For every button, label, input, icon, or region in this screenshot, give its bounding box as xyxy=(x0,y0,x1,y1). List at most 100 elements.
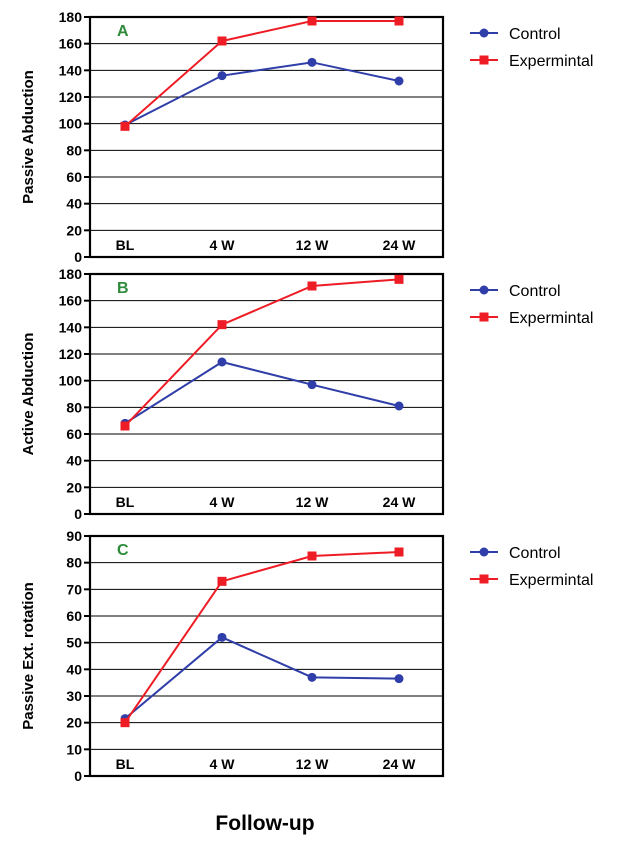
y-tick-label: 120 xyxy=(59,346,83,362)
legend-entry: Expermintal xyxy=(470,53,593,70)
series-line xyxy=(124,360,400,425)
series-line xyxy=(124,636,400,720)
legend-marker xyxy=(479,55,489,65)
legend-entry: Control xyxy=(470,545,561,562)
y-tick-label: 160 xyxy=(59,36,83,52)
y-tick-label: 40 xyxy=(66,453,82,469)
y-tick-label: 20 xyxy=(66,715,82,731)
data-point xyxy=(217,71,227,81)
legend-entry: Expermintal xyxy=(470,310,593,327)
y-tick-label: 0 xyxy=(74,506,82,522)
x-tick-label: 12 W xyxy=(296,756,329,772)
y-tick-label: 20 xyxy=(66,479,82,495)
x-tick-label: 12 W xyxy=(296,237,329,253)
x-tick-label: BL xyxy=(116,756,135,772)
data-point xyxy=(307,57,317,67)
data-point xyxy=(307,281,317,291)
legend-marker xyxy=(479,312,489,322)
legend-marker xyxy=(479,285,489,295)
x-tick-label: 12 W xyxy=(296,494,329,510)
y-tick-label: 140 xyxy=(59,62,83,78)
legend-label: Expermintal xyxy=(509,53,593,70)
y-tick-label: 180 xyxy=(59,266,83,282)
data-point xyxy=(217,576,227,586)
x-tick-label: 24 W xyxy=(383,494,416,510)
y-tick-label: 140 xyxy=(59,319,83,335)
data-point xyxy=(217,36,227,46)
legend-label: Expermintal xyxy=(509,310,593,327)
x-tick-label: 4 W xyxy=(210,237,236,253)
plot-frame xyxy=(88,15,445,259)
legend-label: Control xyxy=(509,545,561,562)
y-tick-label: 80 xyxy=(66,142,82,158)
panel-letter: A xyxy=(117,23,129,40)
y-tick-label: 80 xyxy=(66,555,82,571)
y-tick-label: 50 xyxy=(66,635,82,651)
data-point xyxy=(394,76,404,86)
legend-marker xyxy=(479,574,489,584)
legend-entry: Control xyxy=(470,26,561,43)
data-point xyxy=(307,672,317,682)
y-tick-label: 80 xyxy=(66,399,82,415)
y-tick-label: 60 xyxy=(66,608,82,624)
x-tick-label: 24 W xyxy=(383,237,416,253)
y-tick-label: 40 xyxy=(66,661,82,677)
series-line xyxy=(124,61,400,126)
series-line xyxy=(124,278,400,427)
x-tick-label: 4 W xyxy=(210,494,236,510)
y-tick-label: 40 xyxy=(66,196,82,212)
y-tick-label: 180 xyxy=(59,9,83,25)
plot-frame xyxy=(88,534,445,778)
data-point xyxy=(394,674,404,684)
legend-label: Control xyxy=(509,26,561,43)
data-point xyxy=(120,718,130,728)
y-tick-label: 0 xyxy=(74,249,82,265)
data-point xyxy=(217,357,227,367)
y-tick-label: 100 xyxy=(59,116,83,132)
y-axis-label: Passive Abduction xyxy=(20,70,37,204)
y-tick-label: 10 xyxy=(66,741,82,757)
x-tick-label: 4 W xyxy=(210,756,236,772)
chart-panel-a: 0 20 40 60 80 100 120 140 160 180 BL 4 W 12 W 24 W Pas… xyxy=(20,9,593,265)
y-tick-label: 30 xyxy=(66,688,82,704)
legend-marker xyxy=(479,28,489,38)
x-tick-label: 24 W xyxy=(383,756,416,772)
legend-entry: Expermintal xyxy=(470,572,593,589)
legend-marker xyxy=(479,547,489,557)
data-point xyxy=(217,632,227,642)
y-tick-label: 100 xyxy=(59,373,83,389)
data-point xyxy=(394,16,404,26)
y-tick-label: 160 xyxy=(59,293,83,309)
y-tick-label: 60 xyxy=(66,169,82,185)
legend-label: Expermintal xyxy=(509,572,593,589)
y-tick-label: 70 xyxy=(66,581,82,597)
chart-panel-c: 0 10 20 30 40 50 60 70 80 90 BL 4 W 12 W 24 W Passive … xyxy=(20,528,593,784)
data-point xyxy=(394,401,404,411)
data-point xyxy=(394,547,404,557)
y-tick-label: 90 xyxy=(66,528,82,544)
x-axis-label: Follow-up xyxy=(215,812,314,835)
series-line xyxy=(124,551,400,724)
data-point xyxy=(120,121,130,131)
panel-letter: B xyxy=(117,280,129,297)
data-point xyxy=(307,16,317,26)
x-tick-label: BL xyxy=(116,494,135,510)
data-point xyxy=(307,380,317,390)
chart-panel-b: 0 20 40 60 80 100 120 140 160 180 BL 4 W 12 W 24 W Act… xyxy=(20,266,593,522)
series-line xyxy=(124,20,399,128)
data-point xyxy=(307,551,317,561)
panel-letter: C xyxy=(117,542,129,559)
y-tick-label: 0 xyxy=(74,768,82,784)
data-point xyxy=(217,320,227,330)
y-tick-label: 60 xyxy=(66,426,82,442)
y-axis-label: Active Abduction xyxy=(20,333,37,456)
y-tick-label: 20 xyxy=(66,222,82,238)
x-tick-label: BL xyxy=(116,237,135,253)
legend-entry: Control xyxy=(470,283,561,300)
data-point xyxy=(120,421,130,431)
plot-frame xyxy=(88,272,445,516)
data-point xyxy=(394,274,404,284)
legend-label: Control xyxy=(509,283,561,300)
